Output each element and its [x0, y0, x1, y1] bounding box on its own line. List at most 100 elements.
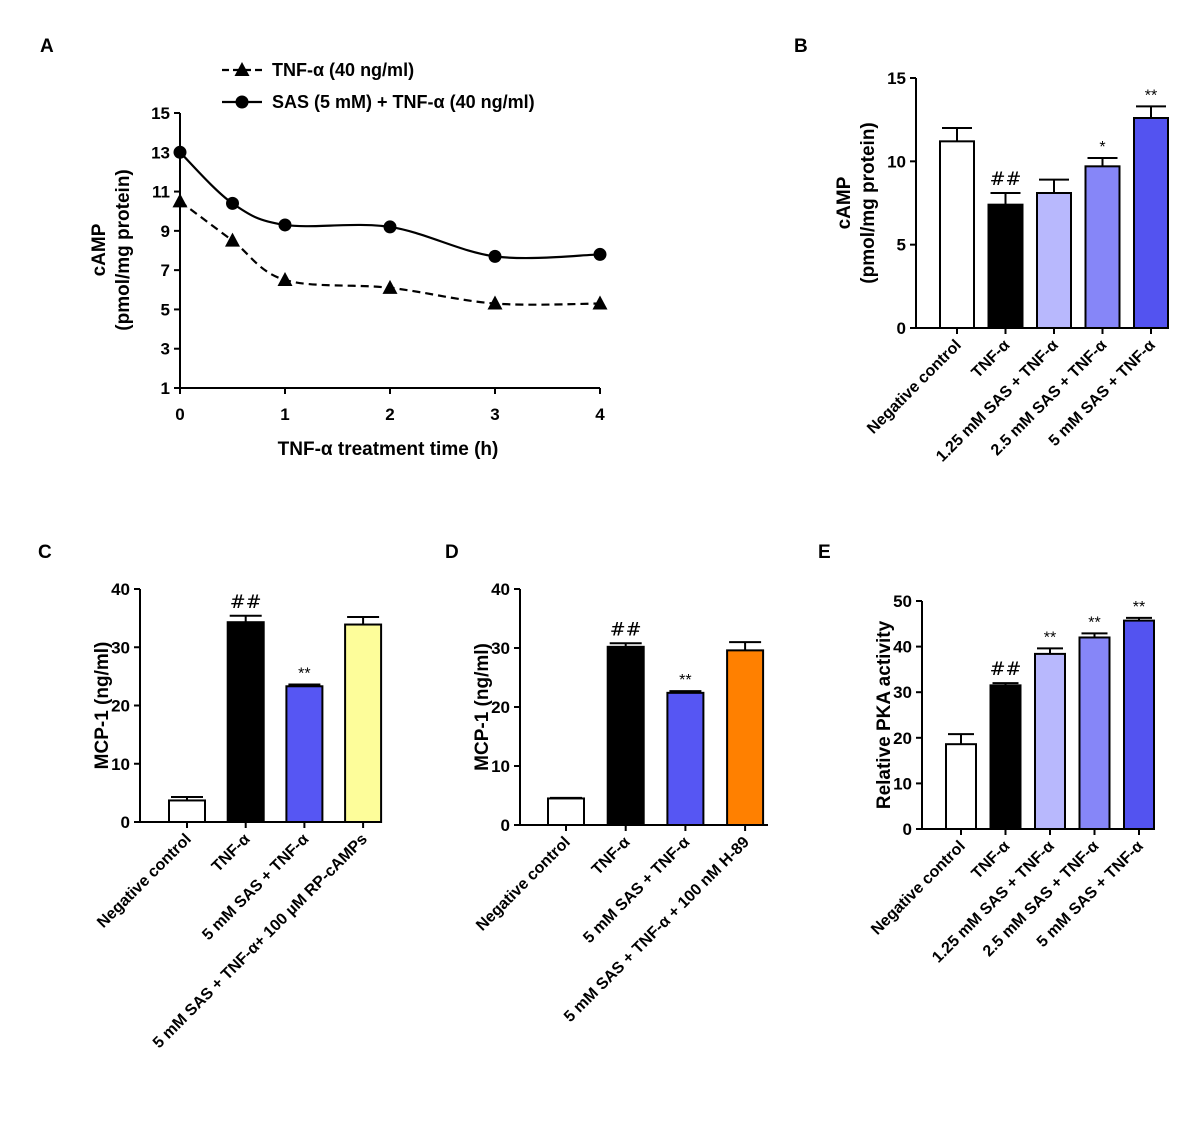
- category-label: 5 mM SAS + TNF-α+ 100 µM RP-cAMPs: [150, 831, 371, 1052]
- y-axis-title-line: (pmol/mg protein): [113, 169, 134, 330]
- data-point-circle: [278, 218, 292, 232]
- category-label: Negative control: [94, 831, 195, 932]
- significance-star: *: [1099, 139, 1105, 156]
- y-axis-title-line: (pmol/mg protein): [858, 122, 879, 283]
- y-tick-label: 0: [903, 820, 912, 839]
- y-tick-label: 15: [151, 104, 170, 123]
- data-point-triangle: [487, 295, 503, 310]
- data-point-triangle: [592, 295, 608, 310]
- data-point-triangle: [382, 279, 398, 294]
- y-axis-title-line: cAMP: [89, 223, 110, 276]
- series-line-1: [179, 151, 601, 260]
- y-axis-title: cAMP (pmol/mg protein): [834, 122, 879, 283]
- x-tick-label: 2: [385, 405, 394, 424]
- significance-hash: ##: [230, 591, 262, 613]
- category-label: TNF-α: [969, 337, 1014, 382]
- category-label: Negative control: [473, 834, 574, 935]
- y-tick-label: 5: [161, 300, 170, 319]
- y-tick-label: 30: [111, 638, 130, 657]
- significance-star: **: [1044, 629, 1056, 646]
- y-axis-title: MCP-1 (ng/ml): [92, 642, 113, 770]
- category-label: 5 mM SAS + TNF-α: [580, 834, 693, 947]
- x-axis-title: TNF-α treatment time (h): [278, 439, 499, 460]
- panel-label: C: [38, 542, 52, 563]
- y-tick-label: 10: [111, 755, 130, 774]
- panel-label: A: [40, 36, 54, 57]
- bar: [726, 649, 765, 826]
- significance-star: **: [679, 672, 691, 689]
- y-tick-label: 9: [161, 222, 170, 241]
- bar: [666, 691, 705, 827]
- y-tick-label: 20: [111, 697, 130, 716]
- y-tick-label: 10: [893, 774, 912, 793]
- panel-label: D: [445, 542, 459, 563]
- y-tick-label: 5: [897, 236, 906, 255]
- significance-hash: ##: [990, 168, 1022, 190]
- y-axis-title: MCP-1 (ng/ml): [472, 643, 493, 771]
- y-tick-label: 40: [893, 638, 912, 657]
- y-tick-label: 0: [897, 319, 906, 338]
- data-point-circle: [383, 220, 397, 234]
- significance-star: **: [1133, 599, 1145, 616]
- y-axis-title-line: MCP-1 (ng/ml): [472, 643, 493, 771]
- data-point-circle: [226, 196, 239, 210]
- data-point-circle: [173, 145, 187, 159]
- data-point-triangle: [172, 193, 188, 208]
- y-tick-label: 11: [152, 183, 170, 202]
- bar: [987, 203, 1024, 330]
- legend-marker-circle: [235, 95, 249, 109]
- y-tick-label: 1: [161, 379, 170, 398]
- y-axis-title-line: MCP-1 (ng/ml): [92, 642, 113, 770]
- y-tick-label: 20: [491, 698, 510, 717]
- category-label: TNF-α: [589, 834, 634, 879]
- y-axis-title-line: Relative PKA activity: [874, 620, 895, 809]
- x-tick-label: 3: [490, 405, 499, 424]
- x-tick-label: 1: [280, 405, 289, 424]
- data-point-circle: [593, 247, 607, 261]
- bar: [1036, 192, 1072, 329]
- panel-label: E: [818, 542, 831, 563]
- significance-star: **: [1145, 87, 1157, 104]
- y-tick-label: 30: [491, 639, 510, 658]
- y-tick-label: 40: [111, 580, 130, 599]
- data-point-circle: [488, 249, 502, 263]
- data-point-triangle: [225, 232, 240, 247]
- panel-e: E 0 10 20 30 40 50 Relative PKA activity Negativ…: [818, 542, 1155, 966]
- legend-marker-triangle: [234, 62, 250, 76]
- bar: [1078, 636, 1111, 830]
- y-tick-label: 0: [501, 816, 510, 835]
- y-axis-title: cAMP (pmol/mg protein): [89, 169, 134, 330]
- x-tick-label: 0: [175, 405, 184, 424]
- category-label: TNF-α: [209, 831, 254, 876]
- y-tick-label: 15: [887, 69, 906, 88]
- panel-c: C 0 10 20 30 40 MCP-1 (ng/ml) Negative control T…: [38, 542, 383, 1052]
- bar: [989, 684, 1022, 830]
- y-tick-label: 10: [887, 152, 906, 171]
- bar: [168, 799, 206, 824]
- bar: [945, 743, 977, 831]
- y-tick-label: 10: [491, 757, 510, 776]
- bar: [1133, 117, 1169, 329]
- significance-star: **: [1088, 614, 1100, 631]
- legend-label: SAS (5 mM) + TNF-α (40 ng/ml): [272, 92, 535, 112]
- category-label: Negative control: [868, 838, 969, 939]
- y-axis-title: Relative PKA activity: [874, 620, 895, 809]
- y-tick-label: 50: [893, 592, 912, 611]
- y-tick-label: 0: [121, 813, 130, 832]
- data-point-triangle: [277, 271, 293, 286]
- bar: [547, 797, 585, 827]
- panel-d: D 0 10 20 30 40 MCP-1 (ng/ml) Negative control T…: [445, 542, 768, 1026]
- bar: [285, 685, 324, 824]
- y-axis-title-line: cAMP: [834, 176, 855, 229]
- significance-hash: ##: [610, 618, 642, 640]
- category-label: 5 mM SAS + TNF-α: [199, 831, 312, 944]
- y-tick-label: 13: [151, 143, 170, 162]
- significance-hash: ##: [990, 658, 1022, 680]
- y-tick-label: 20: [893, 729, 912, 748]
- significance-star: **: [298, 666, 310, 683]
- legend-label: TNF-α (40 ng/ml): [272, 60, 414, 80]
- panel-b: B 0 5 10 15 cAMP (pmol/mg protein) Negative con…: [794, 36, 1169, 465]
- bar: [1034, 652, 1066, 830]
